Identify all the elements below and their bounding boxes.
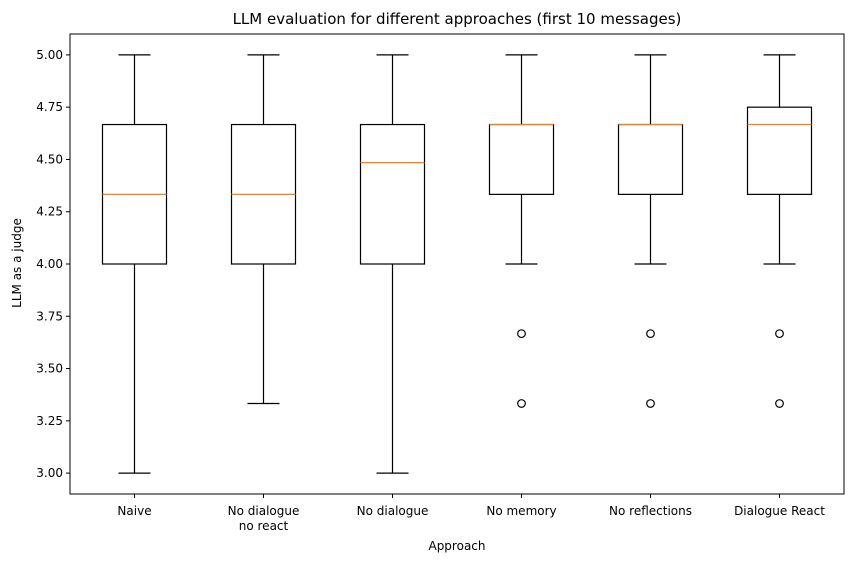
y-axis-label: LLM as a judge — [10, 218, 24, 308]
box — [359, 123, 426, 265]
outlier-point — [517, 399, 526, 408]
y-tick-label: 4.00 — [36, 257, 63, 271]
chart-title: LLM evaluation for different approaches … — [233, 10, 682, 28]
y-tick-label: 3.50 — [36, 362, 63, 376]
outlier-point — [775, 329, 784, 339]
x-tick-label: no react — [239, 519, 289, 533]
x-tick-label: No dialogue — [228, 504, 300, 518]
outlier-point — [517, 329, 526, 339]
y-tick-label: 4.25 — [36, 205, 63, 219]
y-tick-label: 3.00 — [36, 466, 63, 480]
outlier-point — [646, 399, 655, 408]
x-axis-label: Approach — [428, 539, 485, 553]
plot-area: 3.00 3.25 3.50 3.75 4.00 4.25 4.50 4.75 5.00 Naiv… — [36, 33, 845, 533]
x-tick-label: Naive — [117, 504, 151, 518]
x-tick-label: Dialogue React — [734, 504, 825, 518]
axes-frame — [69, 33, 845, 495]
y-tick-label: 4.50 — [36, 152, 63, 166]
outlier-point — [775, 399, 784, 408]
x-tick-label: No dialogue — [357, 504, 429, 518]
x-tick-label: No reflections — [609, 504, 692, 518]
outlier-point — [646, 329, 655, 339]
y-tick-label: 3.75 — [36, 309, 63, 323]
y-tick-label: 3.25 — [36, 414, 63, 428]
box — [746, 106, 813, 195]
x-tick-label: No memory — [486, 504, 556, 518]
y-tick-label: 5.00 — [36, 48, 63, 62]
y-tick-label: 4.75 — [36, 100, 63, 114]
